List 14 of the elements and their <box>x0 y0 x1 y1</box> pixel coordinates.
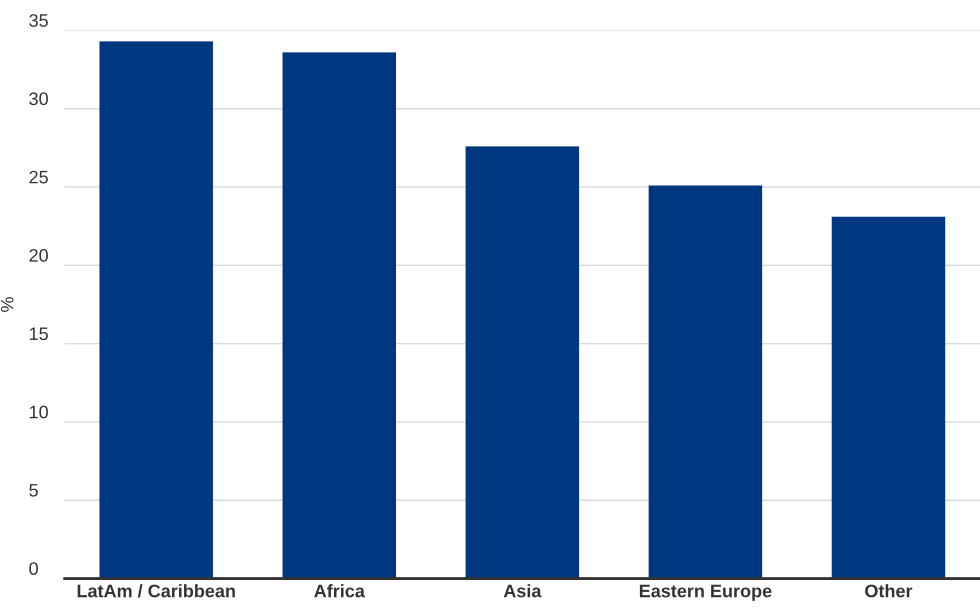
x-tick-label: Eastern Europe <box>640 584 772 601</box>
y-tick-label: 20 <box>29 248 48 262</box>
y-tick-label: 25 <box>29 170 48 184</box>
y-tick-label: 35 <box>29 14 48 27</box>
y-tick-label: 15 <box>30 327 48 340</box>
x-tick-label: Africa <box>314 584 365 598</box>
x-tick-label: Other <box>865 584 912 598</box>
x-tick-label: Asia <box>504 584 542 598</box>
y-tick-label: 5 <box>29 484 38 497</box>
y-axis-title: % <box>0 297 14 312</box>
x-tick-label: LatAm / Caribbean <box>78 584 235 598</box>
y-tick-label: 10 <box>30 406 48 418</box>
y-tick-label: 30 <box>29 92 48 106</box>
y-tick-label: 0 <box>29 562 38 575</box>
